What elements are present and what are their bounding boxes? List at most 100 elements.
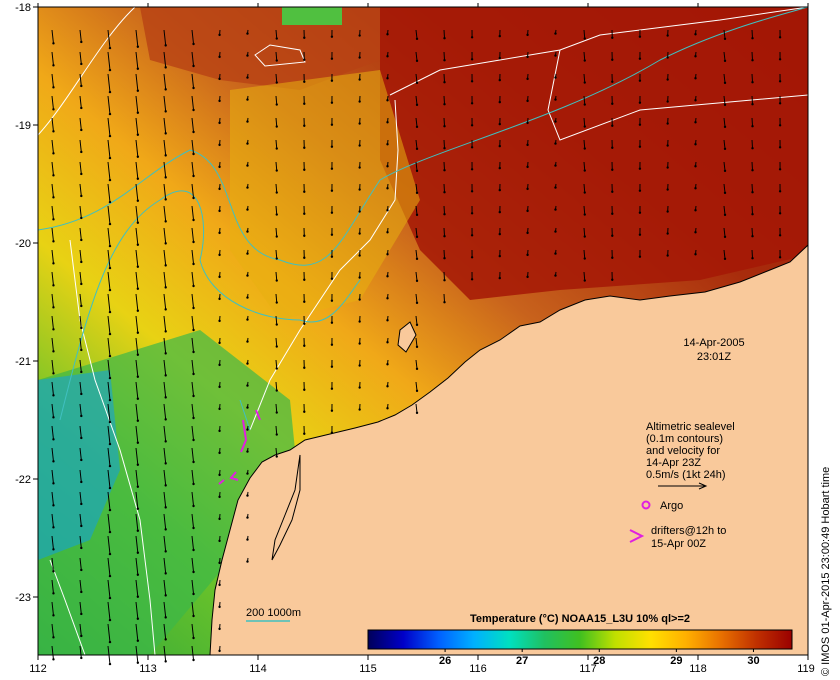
velocity-arrowhead	[80, 370, 83, 374]
velocity-arrowhead	[470, 256, 474, 259]
velocity-arrowhead	[386, 319, 389, 322]
velocity-arrowhead	[415, 367, 419, 371]
velocity-arrowhead	[218, 253, 221, 257]
velocity-arrow	[79, 557, 82, 571]
velocity-arrow	[275, 381, 278, 391]
velocity-arrowhead	[164, 330, 167, 333]
velocity-arrow	[275, 117, 278, 127]
velocity-arrowhead	[192, 218, 195, 222]
velocity-arrowhead	[136, 287, 140, 290]
velocity-arrowhead	[526, 253, 529, 257]
velocity-arrow	[107, 29, 111, 49]
velocity-arrow	[191, 469, 195, 485]
velocity-arrowhead	[52, 416, 55, 419]
velocity-arrowhead	[108, 288, 112, 292]
velocity-arrowhead	[358, 232, 361, 235]
velocity-arrowhead	[666, 100, 669, 103]
velocity-arrow	[751, 117, 754, 127]
velocity-arrowhead	[583, 169, 586, 172]
drifter-track	[218, 479, 225, 485]
velocity-arrowhead	[108, 464, 112, 468]
velocity-arrowhead	[666, 210, 669, 213]
velocity-arrowhead	[723, 147, 727, 151]
velocity-arrowhead	[192, 306, 195, 310]
velocity-arrowhead	[108, 178, 112, 182]
velocity-arrow	[79, 249, 82, 263]
velocity-arrow	[51, 601, 54, 616]
velocity-arrow	[51, 425, 54, 440]
lat-tick-label: -23	[15, 592, 31, 604]
colorbar-tick-label: 30	[747, 655, 759, 667]
velocity-arrowhead	[136, 45, 140, 48]
velocity-arrow	[135, 447, 139, 465]
velocity-arrow	[163, 469, 167, 486]
velocity-arrowhead	[164, 660, 167, 663]
velocity-arrowhead	[136, 639, 140, 642]
velocity-arrowhead	[415, 59, 419, 63]
velocity-arrowhead	[554, 120, 557, 123]
velocity-arrowhead	[303, 256, 306, 259]
velocity-arrow	[163, 51, 167, 68]
velocity-arrowhead	[192, 86, 195, 90]
velocity-arrow	[51, 491, 54, 506]
velocity-arrowhead	[778, 168, 782, 171]
velocity-arrowhead	[108, 596, 112, 600]
velocity-arrowhead	[498, 56, 501, 60]
velocity-arrowhead	[583, 279, 586, 282]
velocity-arrow	[191, 359, 195, 375]
velocity-arrowhead	[52, 504, 55, 507]
velocity-arrowhead	[443, 102, 446, 106]
velocity-arrowhead	[386, 143, 389, 146]
velocity-arrow	[163, 315, 167, 332]
velocity-arrowhead	[52, 526, 55, 529]
lat-tick-label: -20	[15, 238, 31, 250]
velocity-arrow	[79, 161, 82, 175]
velocity-arrow	[135, 293, 139, 311]
velocity-arrowhead	[778, 36, 782, 39]
velocity-arrow	[443, 139, 446, 149]
velocity-arrow	[51, 535, 54, 550]
velocity-arrow	[135, 271, 139, 289]
velocity-arrowhead	[554, 98, 557, 101]
velocity-arrow	[163, 601, 167, 618]
velocity-arrowhead	[303, 300, 306, 303]
velocity-arrowhead	[358, 122, 361, 125]
velocity-arrow	[79, 205, 82, 219]
velocity-arrowhead	[218, 209, 221, 213]
velocity-arrowhead	[751, 168, 754, 172]
velocity-arrowhead	[470, 124, 474, 127]
velocity-arrow	[583, 161, 586, 171]
legend-sealevel-line: (0.1m contours)	[646, 433, 723, 445]
velocity-arrowhead	[108, 640, 112, 644]
velocity-arrowhead	[694, 187, 697, 190]
legend-drifter-line: 15-Apr 00Z	[651, 538, 706, 550]
velocity-arrowhead	[192, 262, 195, 266]
velocity-arrowhead	[246, 406, 249, 409]
velocity-arrowhead	[192, 438, 195, 442]
velocity-arrowhead	[694, 55, 697, 58]
velocity-arrowhead	[108, 618, 112, 622]
velocity-arrow	[275, 271, 278, 281]
velocity-arrow	[79, 139, 82, 153]
velocity-arrowhead	[52, 64, 55, 67]
velocity-arrow	[107, 491, 111, 511]
velocity-arrow	[135, 469, 139, 487]
velocity-arrowhead	[470, 234, 474, 237]
velocity-arrow	[79, 315, 82, 329]
velocity-arrow	[79, 73, 82, 87]
velocity-arrowhead	[246, 516, 249, 519]
velocity-arrowhead	[164, 484, 167, 487]
velocity-arrowhead	[52, 42, 55, 45]
velocity-arrow	[107, 183, 111, 203]
velocity-arrowhead	[751, 58, 754, 62]
velocity-arrowhead	[666, 56, 669, 59]
velocity-arrow	[51, 205, 54, 220]
velocity-arrow	[723, 205, 726, 215]
velocity-arrowhead	[666, 34, 669, 37]
drifter-tracks	[218, 409, 261, 485]
velocity-arrow	[443, 183, 446, 193]
velocity-arrow	[135, 73, 139, 91]
velocity-arrowhead	[526, 275, 529, 279]
velocity-arrowhead	[386, 33, 389, 36]
velocity-arrow	[79, 535, 82, 549]
